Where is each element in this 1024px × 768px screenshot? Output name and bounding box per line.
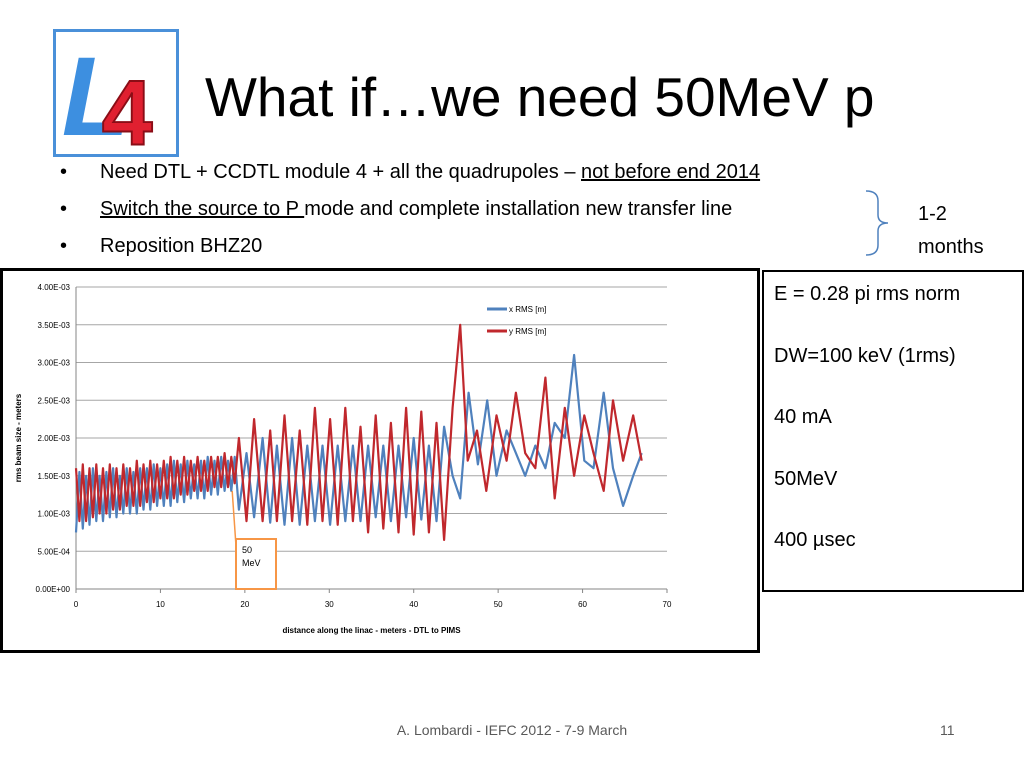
right-brace-icon	[865, 190, 889, 256]
bullet-item: • Reposition BHZ20	[60, 229, 760, 266]
logo-letter: L	[62, 33, 131, 154]
beam-size-chart: 0.00E+00 5.00E-04 1.00E-03 1.50E-03 2.00E-03…	[0, 268, 760, 653]
l4-logo-graphic: L 4	[62, 33, 154, 154]
param-line: 40 mA	[774, 406, 832, 428]
y-tick-label: 3.50E-03	[38, 321, 71, 330]
x-tick-label: 50	[494, 600, 503, 609]
y-axis-label: rms beam size - meters	[14, 393, 23, 482]
y-tick-label: 1.00E-03	[38, 510, 71, 519]
param-line: DW=100 keV (1rms)	[774, 344, 956, 367]
bullet-text: Need DTL + CCDTL module 4 + all the quad…	[100, 161, 582, 183]
param-line: 50MeV	[774, 467, 838, 490]
duration-note: 1-2 months	[918, 198, 984, 264]
x-tick-label: 10	[156, 600, 165, 609]
legend-label: x RMS [m]	[509, 305, 546, 314]
annotation-box	[235, 538, 277, 590]
bullet-underlined-text: not before end 2014	[581, 161, 761, 183]
y-tick-label: 5.00E-04	[38, 547, 71, 556]
y-tick-label: 2.00E-03	[38, 434, 71, 443]
bullet-item: • Need DTL + CCDTL module 4 + all the qua…	[60, 155, 760, 192]
param-line: E = 0.28 pi rms norm	[774, 283, 961, 305]
series-line-x-rms	[74, 353, 643, 533]
x-tick-label: 60	[578, 600, 587, 609]
bullet-text: mode and complete installation new trans…	[304, 198, 733, 220]
y-tick-label: 4.00E-03	[38, 283, 71, 292]
bullet-glyph: •	[60, 198, 68, 220]
y-tick-label: 0.00E+00	[36, 585, 71, 594]
x-tick-label: 0	[74, 600, 79, 609]
beam-parameters-box: E = 0.28 pi rms norm DW=100 keV (1rms) 4…	[762, 270, 1024, 592]
duration-note-line: 1-2	[918, 203, 947, 225]
param-line: 400 µsec	[774, 529, 856, 551]
logo-number: 4	[102, 62, 153, 154]
footer-text: A. Lombardi - IEFC 2012 - 7-9 March	[396, 722, 628, 738]
bullet-underlined-text: Switch the source to P	[100, 198, 305, 220]
page-number: 11	[940, 722, 955, 738]
y-tick-label: 3.00E-03	[38, 359, 71, 368]
x-tick-label: 30	[325, 600, 334, 609]
x-tick-label: 40	[409, 600, 418, 609]
slide-title: What if…we need 50MeV p	[205, 66, 875, 128]
series-line-y-rms	[74, 323, 643, 541]
chart-svg: 0.00E+00 5.00E-04 1.00E-03 1.50E-03 2.00E-03…	[14, 283, 672, 635]
bullet-glyph: •	[60, 235, 68, 257]
y-tick-label: 2.50E-03	[38, 396, 71, 405]
bullet-text: Reposition BHZ20	[100, 235, 263, 257]
duration-note-line: months	[918, 236, 984, 258]
y-tick-label: 1.50E-03	[38, 472, 71, 481]
bullet-item: • Switch the source to P mode and complet…	[60, 192, 760, 229]
x-tick-label: 70	[663, 600, 672, 609]
bullet-glyph: •	[60, 161, 68, 183]
x-axis-label: distance along the linac - meters - DTL …	[282, 626, 461, 635]
annotation-text: 50	[242, 545, 252, 555]
x-tick-label: 20	[240, 600, 249, 609]
legend-label: y RMS [m]	[509, 327, 546, 336]
annotation-text: MeV	[242, 558, 261, 568]
annotation-leader	[231, 490, 237, 547]
l4-logo: L 4	[53, 29, 179, 157]
bullet-list: • Need DTL + CCDTL module 4 + all the qua…	[60, 155, 760, 266]
